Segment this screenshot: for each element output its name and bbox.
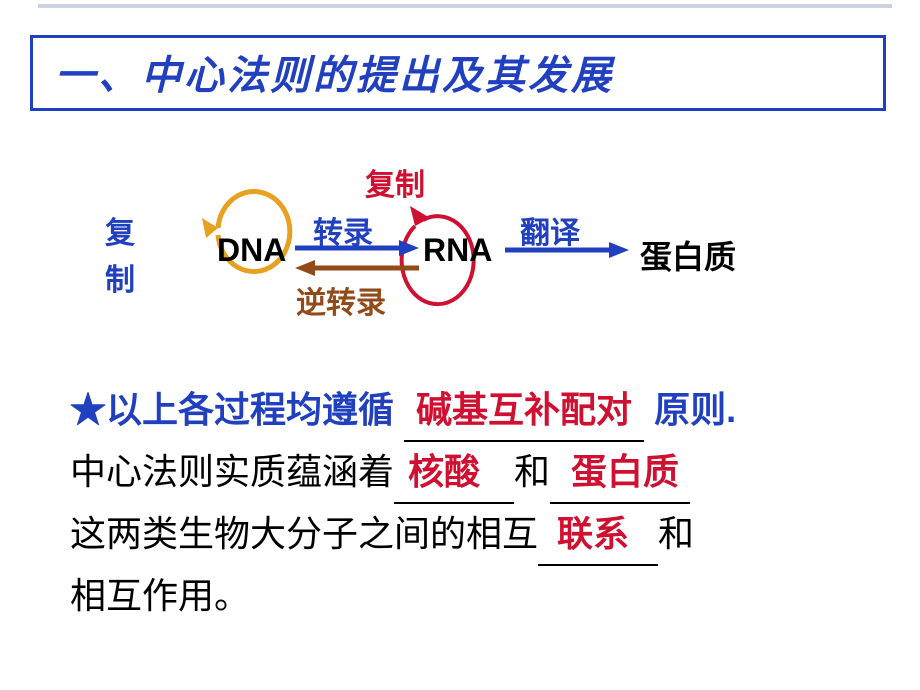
blank-1: 碱基互补配对: [404, 380, 644, 442]
replication-top-label: 复制: [365, 160, 425, 204]
line3-mid: 和: [658, 513, 694, 554]
blank-3-answer: 蛋白质: [571, 451, 679, 492]
fill-in-text: ★以上各过程均遵循 碱基互补配对 原则. 中心法则实质蕴涵着核酸 和 蛋白质 这…: [70, 380, 870, 626]
line3-prefix: 这两类生物大分子之间的相互: [70, 513, 538, 554]
top-bar: [38, 4, 892, 8]
blank-1-answer: 碱基互补配对: [416, 389, 632, 430]
rna-node: RNA: [423, 232, 492, 269]
line1-suffix: 原则.: [654, 389, 736, 430]
reverse-transcription-arrow: [295, 258, 425, 278]
translation-label: 翻译: [520, 208, 580, 252]
line2-mid: 和: [514, 451, 550, 492]
blank-2: 核酸: [394, 442, 514, 504]
reverse-transcription-label: 逆转录: [296, 278, 386, 322]
line2-prefix: 中心法则实质蕴涵着: [70, 451, 394, 492]
blank-4: 联系: [538, 504, 658, 566]
line1-prefix: 以上各过程均遵循: [106, 389, 394, 430]
transcription-label: 转录: [313, 208, 373, 252]
blank-2-answer: 核酸: [408, 451, 480, 492]
line4: 相互作用。: [70, 575, 250, 616]
protein-node: 蛋白质: [640, 232, 736, 278]
replication-left-label-2: 制: [105, 255, 135, 299]
title-text: 一、中心法则的提出及其发展: [55, 43, 614, 101]
central-dogma-diagram: DNA RNA 蛋白质 复制 转录 翻译 逆转录 复 制: [100, 160, 820, 340]
dna-node: DNA: [217, 232, 286, 269]
star-icon: ★: [70, 389, 106, 430]
blank-4-answer: 联系: [557, 513, 629, 554]
replication-left-label-1: 复: [105, 208, 135, 252]
blank-3: 蛋白质: [550, 442, 690, 504]
